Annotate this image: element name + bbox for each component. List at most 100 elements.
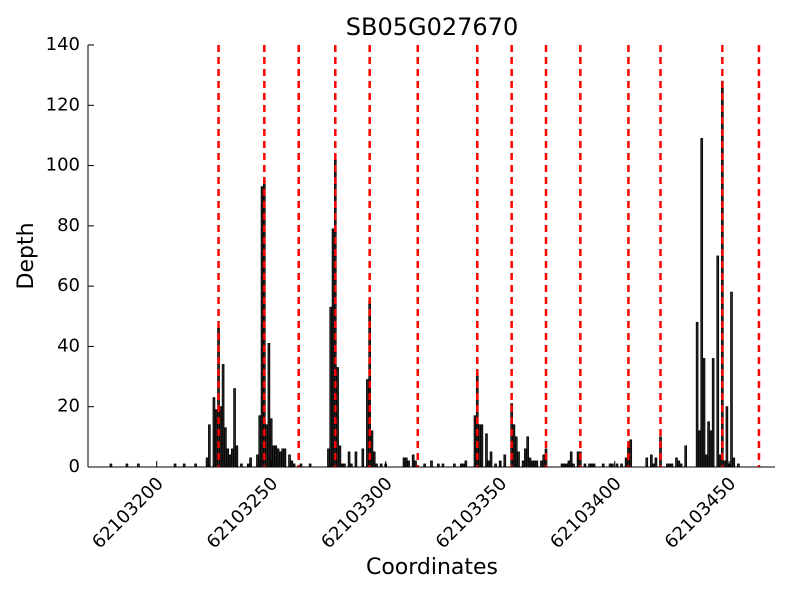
y-tick-label: 40 [57,335,80,356]
bar [624,457,628,468]
bar [725,406,729,468]
bar [265,424,268,468]
bar [269,418,273,468]
bar [327,448,330,468]
bar [329,306,333,468]
bar [404,457,408,468]
bar [283,448,287,468]
x-tick-label: 62103350 [432,473,512,553]
bar [732,457,736,468]
bar [698,430,701,468]
bar [361,448,365,468]
bar [709,430,713,468]
bar [675,457,678,468]
bar [524,448,527,468]
bar [567,460,571,468]
bar [336,367,339,468]
bar [281,448,284,468]
bar [230,448,234,468]
bar [228,454,232,468]
bar [512,424,516,468]
y-tick-label: 0 [69,456,80,477]
chart-title: SB05G027670 [346,13,518,41]
bar [704,454,708,468]
bar [517,451,520,468]
bar [480,424,484,468]
bar [267,343,271,468]
bar [414,460,417,468]
bar [279,451,282,468]
bar [569,451,573,468]
y-tick-label: 140 [46,34,80,55]
bar [276,448,280,468]
y-tick-label: 20 [57,396,80,417]
bar [464,460,468,468]
bar [542,454,546,468]
bar [487,460,491,468]
bar [354,451,358,468]
bar [233,388,236,468]
bar [411,454,415,468]
bar [256,454,259,468]
bar [290,460,294,468]
bar [530,460,534,468]
x-tick-label: 62103300 [317,473,397,553]
bar [366,379,369,468]
bar [338,445,342,468]
bar [711,358,715,468]
bar [528,457,532,468]
y-tick-label: 100 [46,155,80,176]
bar [707,421,710,468]
x-tick-label: 62103400 [546,473,626,553]
bar [700,138,704,468]
bar [576,451,580,468]
bar [272,445,275,468]
bar [402,457,406,468]
bar [514,436,518,468]
bar [370,430,374,468]
bar [533,460,536,468]
bar [212,397,216,468]
bar [540,460,543,468]
y-tick-label: 60 [57,275,80,296]
bar [331,228,335,468]
bar [214,409,218,468]
bar [430,460,433,468]
bar [288,454,291,468]
x-axis-label: Coordinates [366,555,498,580]
bar [249,457,252,468]
bar [629,439,633,468]
y-tick-label: 120 [46,94,80,115]
bar [208,424,211,468]
bar [730,291,733,468]
bar [702,358,706,468]
bar [260,186,264,468]
bar [716,255,720,468]
bar [473,415,477,468]
bar [407,460,410,468]
bar [526,436,529,468]
bar [274,445,278,468]
bar [372,451,376,468]
bar [723,460,726,468]
bar [347,451,351,468]
bar [645,457,649,468]
x-tick-label: 62103450 [661,473,741,553]
bar [221,364,225,468]
bar [650,454,653,468]
y-axis-label: Depth [14,222,39,289]
x-tick-label: 62103200 [88,473,168,553]
bar [235,445,239,468]
bar [695,321,699,468]
y-tick-label: 80 [57,215,80,236]
bar [677,460,681,468]
bar [258,415,262,468]
bar [654,457,658,468]
bar [219,406,223,468]
bar [489,451,493,468]
bar [226,448,230,468]
bar [684,445,688,468]
bar [205,457,209,468]
x-tick-label: 62103250 [203,473,283,553]
